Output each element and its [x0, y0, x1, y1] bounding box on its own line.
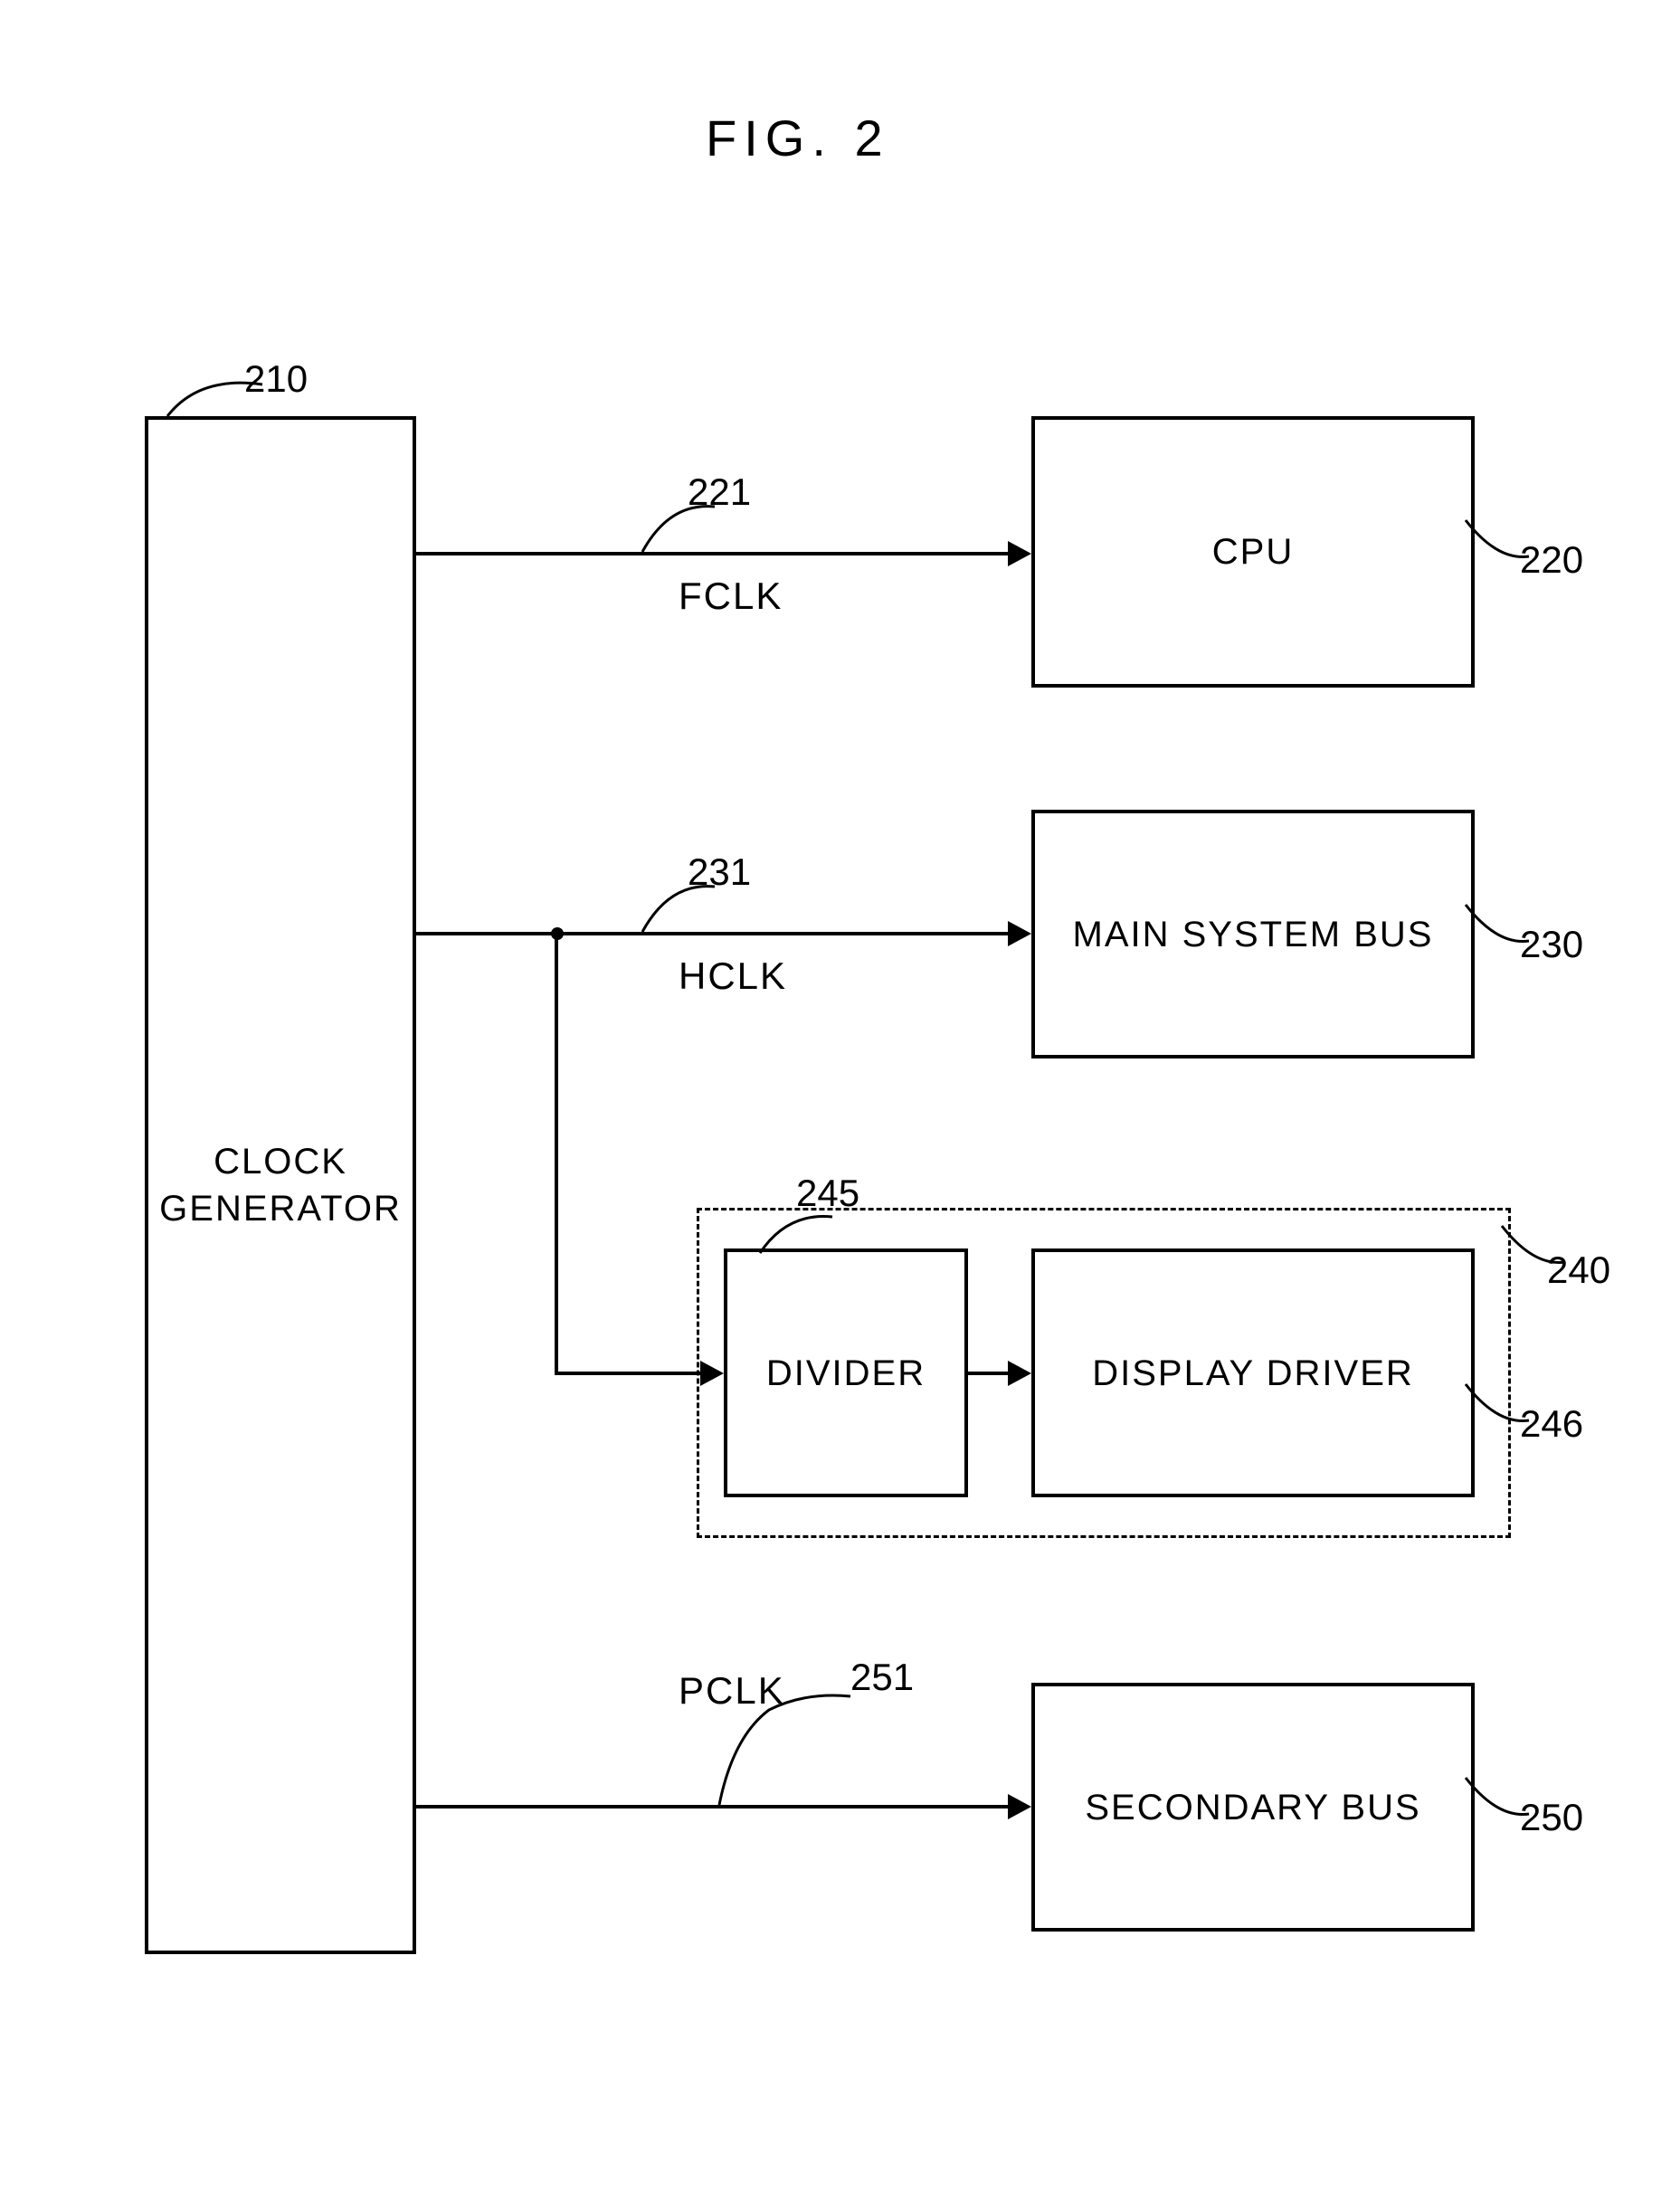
ref-240: 240 [1547, 1248, 1610, 1292]
hclk-branch-arrow [700, 1361, 724, 1386]
divider-driver-line [968, 1372, 1010, 1375]
ref-210: 210 [244, 357, 308, 401]
ref-250: 250 [1520, 1796, 1583, 1839]
ref-221: 221 [688, 470, 751, 514]
clock-generator-label: CLOCKGENERATOR [159, 1138, 402, 1232]
ref-245: 245 [796, 1172, 859, 1215]
ref-246: 246 [1520, 1402, 1583, 1446]
main-system-bus-block: MAIN SYSTEM BUS [1031, 810, 1475, 1059]
main-system-bus-label: MAIN SYSTEM BUS [1073, 911, 1434, 958]
ref-230: 230 [1520, 923, 1583, 966]
fclk-arrow [1008, 541, 1031, 566]
ref-220: 220 [1520, 538, 1583, 582]
display-driver-block: DISPLAY DRIVER [1031, 1248, 1475, 1497]
cpu-label: CPU [1212, 528, 1294, 575]
ref-leader-251 [715, 1692, 905, 1809]
ref-251: 251 [850, 1656, 914, 1699]
cpu-block: CPU [1031, 416, 1475, 688]
divider-label: DIVIDER [766, 1350, 926, 1397]
ref-231: 231 [688, 850, 751, 894]
secondary-bus-block: SECONDARY BUS [1031, 1683, 1475, 1932]
hclk-label: HCLK [679, 954, 787, 998]
pclk-arrow [1008, 1794, 1031, 1819]
secondary-bus-label: SECONDARY BUS [1085, 1784, 1420, 1831]
fclk-label: FCLK [679, 574, 783, 618]
hclk-arrow [1008, 921, 1031, 946]
ref-leader-245 [755, 1208, 837, 1258]
clock-generator-block: CLOCKGENERATOR [145, 416, 416, 1954]
divider-block: DIVIDER [724, 1248, 968, 1497]
figure-title: FIG. 2 [706, 109, 890, 167]
display-driver-label: DISPLAY DRIVER [1092, 1350, 1414, 1397]
hclk-branch-vertical [555, 932, 558, 1375]
pclk-line [416, 1805, 1010, 1809]
hclk-branch-horizontal [555, 1372, 702, 1375]
divider-driver-arrow [1008, 1361, 1031, 1386]
